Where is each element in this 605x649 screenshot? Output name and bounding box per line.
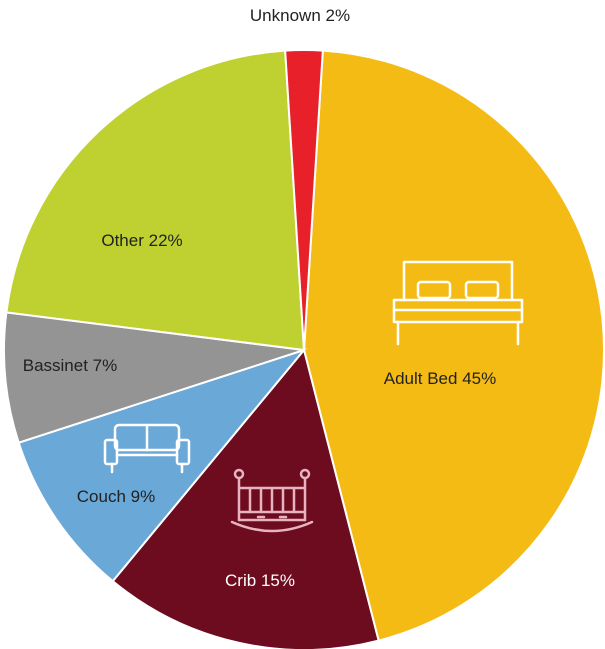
value-label: 7% [93,356,118,375]
bed-icon [392,260,524,346]
category-label: Couch [77,487,126,506]
slice-label: Couch 9% [77,487,155,506]
couch-icon [103,423,191,474]
category-label: Other [101,231,144,250]
slice [3,311,305,444]
value-label: 2% [326,6,351,25]
slice-label: Bassinet 7% [23,356,118,375]
value-label: 45% [462,369,496,388]
slice-label: Crib 15% [225,571,295,590]
slice [284,49,324,351]
slice-label: Adult Bed 45% [384,369,497,388]
category-label: Crib [225,571,256,590]
category-label: Bassinet [23,356,88,375]
value-label: 15% [261,571,295,590]
slice [111,347,380,649]
slices [3,49,605,649]
value-label: 22% [149,231,183,250]
slice [17,347,307,583]
slice-label: Unknown 2% [250,6,350,25]
category-label: Unknown [250,6,321,25]
category-label: Adult Bed [384,369,458,388]
slice [302,49,605,642]
slice-label: Other 22% [101,231,182,250]
slice [5,49,306,352]
value-label: 9% [131,487,156,506]
crib-icon [230,468,314,533]
